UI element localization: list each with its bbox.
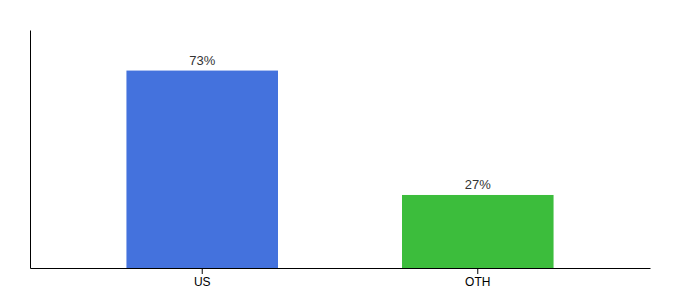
x-tick-label: US (194, 275, 211, 289)
data-label: 73% (189, 53, 215, 68)
data-label: 27% (465, 177, 491, 192)
plot-area: US OTH 73% 27% (31, 31, 651, 289)
x-tick-mark (477, 268, 478, 274)
chart-svg: US OTH 73% 27% (0, 0, 680, 300)
bar (402, 195, 554, 268)
chart-container: US OTH 73% 27% (0, 0, 680, 300)
data-labels: 73% 27% (189, 53, 491, 192)
x-tick: OTH (465, 268, 490, 289)
y-axis (30, 31, 31, 269)
x-axis-line (31, 268, 651, 269)
x-tick-mark (202, 268, 203, 274)
x-tick: US (194, 268, 211, 289)
x-tick-label: OTH (465, 275, 490, 289)
bar (126, 71, 278, 268)
y-axis-line (30, 31, 31, 269)
x-axis: US OTH (31, 268, 651, 289)
bars (126, 71, 553, 268)
